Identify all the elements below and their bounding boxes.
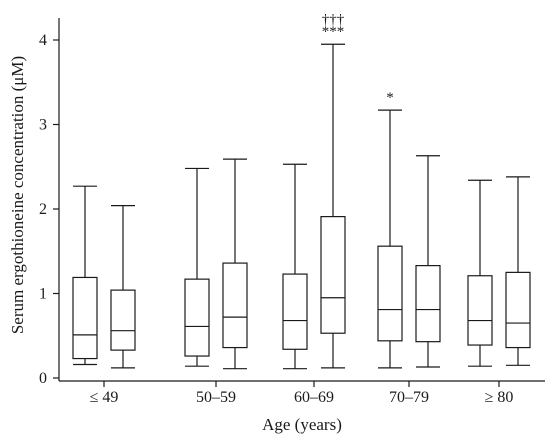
box-3 <box>184 167 210 367</box>
x-axis-label: Age (years) <box>262 415 342 434</box>
iqr-box <box>377 245 403 342</box>
x-tick-label: 50–59 <box>196 389 236 406</box>
box-8 <box>415 155 441 368</box>
x-axis: ≤ 49 50–59 60–69 70–79 ≥ 80 Age (years) <box>59 380 545 434</box>
box-1 <box>72 185 98 366</box>
x-tick-label: 70–79 <box>389 389 429 406</box>
y-axis: 0 1 2 3 4 Serum ergothioneine concentration … <box>8 18 60 387</box>
box-2 <box>110 205 136 369</box>
y-ticks: 0 1 2 3 4 <box>39 32 59 387</box>
box-9 <box>467 179 493 367</box>
boxes: †††**** <box>72 12 531 370</box>
box-10 <box>505 176 531 366</box>
iqr-box <box>415 265 441 343</box>
x-ticks: ≤ 49 50–59 60–69 70–79 ≥ 80 <box>90 381 514 406</box>
iqr-box <box>110 289 136 351</box>
iqr-box <box>467 275 493 346</box>
y-tick-label: 1 <box>39 286 47 303</box>
significance-marker: * <box>386 90 394 106</box>
box-5 <box>282 163 308 370</box>
x-tick-label: 60–69 <box>294 389 334 406</box>
x-tick-label: ≤ 49 <box>90 389 119 406</box>
iqr-box <box>505 271 531 349</box>
y-axis-label: Serum ergothioneine concentration (μM) <box>8 56 27 334</box>
significance-marker: *** <box>322 24 345 40</box>
significance-marker: ††† <box>322 12 345 28</box>
iqr-box <box>282 273 308 350</box>
iqr-box <box>320 216 346 334</box>
iqr-box <box>72 276 98 360</box>
box-7: * <box>377 90 403 369</box>
iqr-box <box>222 262 248 349</box>
box-6: †††*** <box>320 12 346 369</box>
iqr-box <box>184 278 210 357</box>
y-tick-label: 3 <box>39 117 47 134</box>
x-tick-label: ≥ 80 <box>485 389 514 406</box>
y-tick-label: 4 <box>39 32 47 49</box>
box-4 <box>222 158 248 370</box>
y-tick-label: 2 <box>39 201 47 218</box>
y-tick-label: 0 <box>39 370 47 387</box>
